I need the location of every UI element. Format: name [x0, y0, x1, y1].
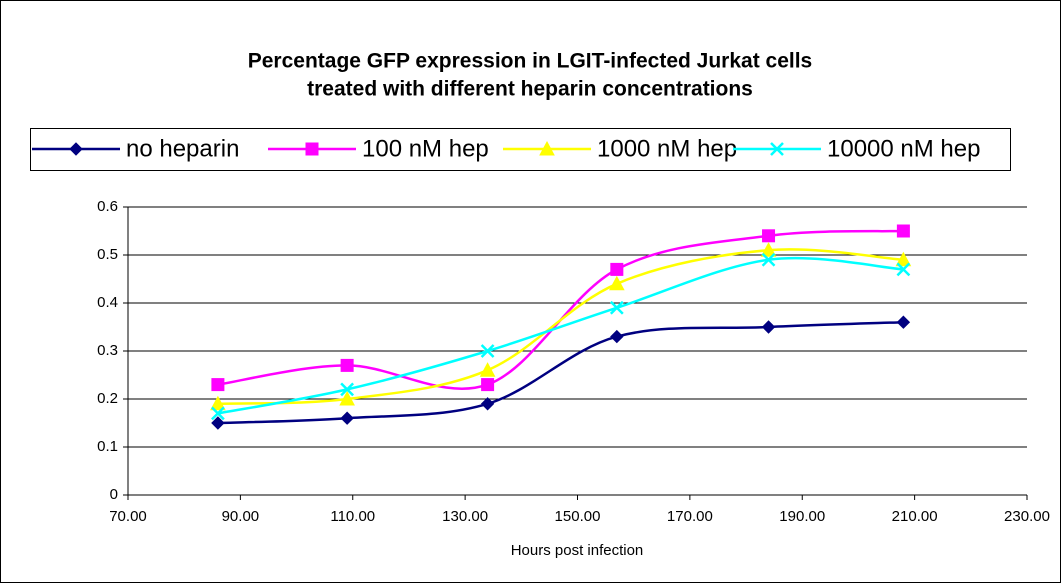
y-tick-label: 0.4	[97, 294, 118, 311]
series-line	[217, 248, 904, 406]
marker	[896, 224, 910, 238]
legend-marker	[770, 142, 784, 156]
series-line	[217, 320, 904, 425]
x-tick-label: 190.00	[779, 508, 825, 525]
y-tick-label: 0.2	[97, 390, 118, 407]
chart-title: Percentage GFP expression in LGIT-infect…	[248, 50, 812, 73]
marker	[608, 275, 625, 291]
marker	[211, 416, 225, 430]
legend-label: 1000 nM hep	[597, 135, 737, 162]
marker	[761, 320, 776, 334]
marker	[340, 382, 355, 397]
marker	[480, 344, 495, 358]
marker	[761, 252, 776, 267]
x-tick-label: 70.00	[109, 508, 147, 525]
x-tick-label: 150.00	[555, 508, 601, 525]
legend-label: 10000 nM hep	[827, 135, 980, 162]
marker	[211, 378, 225, 392]
series-line	[217, 256, 904, 415]
marker	[609, 300, 624, 315]
marker	[760, 242, 777, 257]
x-tick-label: 90.00	[222, 508, 260, 525]
x-tick-label: 170.00	[667, 508, 713, 525]
y-tick-label: 0.6	[97, 198, 118, 215]
legend-marker	[539, 140, 555, 156]
y-tick-label: 0.3	[97, 342, 118, 359]
x-tick-label: 110.00	[330, 508, 375, 525]
x-tick-label: 230.00	[1004, 508, 1050, 525]
marker	[896, 315, 911, 329]
x-tick-label: 210.00	[892, 508, 938, 525]
marker	[210, 395, 226, 411]
y-tick-label: 0.1	[97, 438, 118, 455]
x-axis-label: Hours post infection	[511, 542, 644, 559]
legend-label: 100 nM hep	[362, 135, 489, 162]
marker	[610, 262, 624, 276]
marker	[340, 358, 354, 372]
legend-marker	[305, 142, 319, 156]
x-tick-label: 130.00	[442, 508, 488, 525]
marker	[896, 262, 911, 277]
chart-title: treated with different heparin concentra…	[307, 78, 753, 101]
legend-marker	[69, 142, 83, 156]
marker	[211, 406, 225, 421]
legend-label: no heparin	[126, 135, 239, 162]
marker	[479, 362, 496, 377]
marker	[610, 329, 624, 344]
marker	[762, 229, 776, 243]
y-tick-label: 0	[110, 486, 118, 503]
marker	[895, 251, 912, 267]
marker	[481, 378, 495, 392]
marker	[339, 390, 355, 406]
marker	[480, 397, 495, 411]
marker	[340, 411, 354, 425]
y-tick-label: 0.5	[97, 246, 118, 263]
